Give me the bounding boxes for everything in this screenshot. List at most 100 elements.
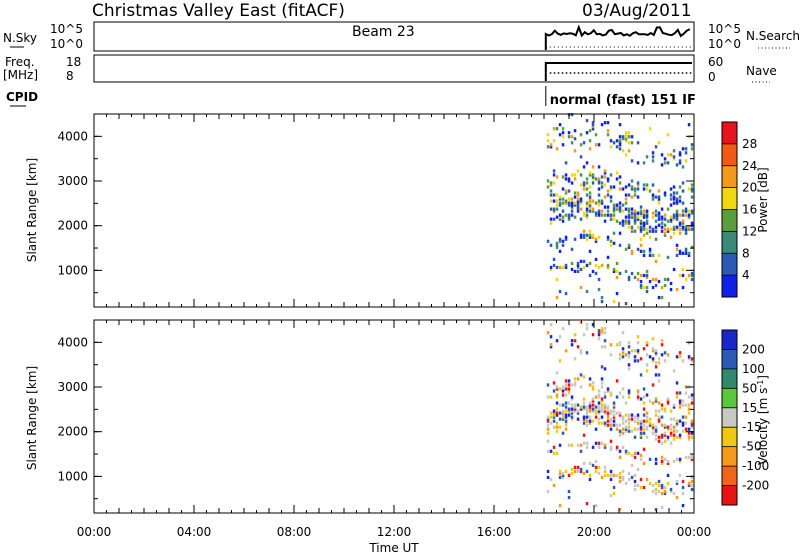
velocity-scatter-cell	[582, 401, 586, 405]
velocity-scatter-cell	[606, 389, 610, 393]
power-scatter-cell	[576, 265, 580, 270]
power-scatter-cell	[573, 137, 577, 141]
power-scatter-cell	[681, 181, 685, 185]
power-scatter-cell	[618, 147, 622, 151]
nsky-tick-high: 10^5	[50, 22, 83, 36]
power-scatter-cell	[669, 235, 673, 239]
velocity-scatter-cell	[675, 395, 679, 399]
velocity-scatter-cell	[552, 425, 556, 429]
velocity-scatter-cell	[645, 419, 649, 423]
power-scatter-cell	[645, 227, 649, 231]
power-scatter-cell	[588, 199, 592, 203]
velocity-scatter-cell	[687, 407, 691, 411]
power-scatter-cell	[663, 283, 667, 288]
velocity-scatter-cell	[582, 421, 586, 425]
velocity-scatter-cell	[558, 403, 562, 407]
power-scatter-cell	[579, 199, 583, 203]
velocity-scatter-cell	[594, 427, 598, 431]
power-scatter-cell	[636, 187, 640, 191]
power-scatter-cell	[633, 275, 637, 280]
velocity-scatter-cell	[561, 475, 565, 480]
power-scatter-cell	[681, 221, 685, 225]
power-scatter-cell	[561, 197, 565, 201]
power-scatter-cell	[561, 201, 565, 205]
velocity-scatter-cell	[549, 421, 553, 425]
velocity-scatter-cell	[573, 407, 577, 411]
power-scatter-cell	[678, 161, 682, 165]
velocity-scatter-cell	[555, 407, 559, 411]
velocity-scatter-cell	[603, 445, 607, 449]
power-scatter-cell	[588, 249, 592, 253]
velocity-scatter-cell	[651, 401, 655, 405]
power-scatter-cell	[558, 289, 562, 294]
power-scatter-cell	[561, 135, 565, 139]
power-scatter-cell	[651, 151, 655, 155]
power-scatter-cell	[570, 135, 574, 139]
velocity-scatter-cell	[690, 359, 694, 363]
power-scatter-cell	[630, 179, 634, 183]
power-scatter-cell	[561, 239, 565, 243]
power-scatter-cell	[606, 255, 610, 259]
velocity-scatter-cell	[642, 407, 646, 411]
power-scatter-cell	[603, 219, 607, 223]
power-scatter-cell	[684, 247, 688, 251]
power-scatter-cell	[639, 211, 643, 215]
velocity-scatter-cell	[597, 471, 601, 476]
power-scatter-cell	[612, 217, 616, 221]
velocity-scatter-cell	[609, 445, 613, 449]
power-scatter-cell	[582, 211, 586, 215]
velocity-scatter-cell	[606, 407, 610, 411]
power-scatter-cell	[606, 263, 610, 268]
velocity-scatter-cell	[687, 481, 691, 486]
power-scatter-cell	[606, 193, 610, 197]
power-scatter-cell	[687, 123, 691, 127]
power-scatter-cell	[579, 173, 583, 177]
power-scatter-cell	[681, 267, 685, 272]
velocity-scatter-cell	[603, 473, 607, 478]
velocity-scatter-cell	[690, 455, 694, 459]
velocity-scatter-cell	[657, 435, 661, 439]
power-scatter-cell	[555, 203, 559, 207]
velocity-scatter-cell	[660, 423, 664, 427]
velocity-scatter-cell	[618, 353, 622, 357]
power-scatter-cell	[654, 219, 658, 223]
velocity-scatter-cell	[687, 431, 691, 435]
power-scatter-cell	[594, 143, 598, 147]
power-scatter-cell	[675, 201, 679, 205]
velocity-scatter-cell	[612, 413, 616, 417]
power-scatter-cell	[681, 209, 685, 213]
power-scatter-cell	[588, 195, 592, 199]
velocity-scatter-cell	[555, 339, 559, 343]
velocity-scatter-cell	[606, 419, 610, 423]
power-scatter-cell	[600, 213, 604, 217]
velocity-scatter-cell	[576, 377, 580, 381]
velocity-scatter-cell	[615, 473, 619, 478]
velocity-scatter-cell	[618, 413, 622, 417]
velocity-scatter-cell	[654, 437, 658, 441]
power-scatter-cell	[546, 133, 550, 137]
power-scatter-cell	[594, 133, 598, 137]
velocity-scatter-cell	[615, 427, 619, 431]
power-scatter-cell	[600, 185, 604, 189]
power-scatter-cell	[630, 187, 634, 191]
velocity-scatter-cell	[546, 417, 550, 421]
velocity-scatter-cell	[675, 355, 679, 359]
power-scatter-cell	[675, 197, 679, 201]
power-scatter-cell	[564, 189, 568, 193]
power-scatter-cell	[555, 207, 559, 211]
power-scatter-cell	[555, 265, 559, 270]
power-scatter-cell	[636, 211, 640, 215]
power-scatter-cell	[600, 199, 604, 203]
power-scatter-cell	[636, 217, 640, 221]
power-scatter-cell	[573, 149, 577, 153]
velocity-scatter-cell	[600, 405, 604, 409]
velocity-scatter-cell	[675, 435, 679, 439]
velocity-scatter-cell	[678, 419, 682, 423]
velocity-scatter-cell	[639, 357, 643, 361]
power-scatter-cell	[558, 265, 562, 270]
power-scatter-cell	[573, 237, 577, 241]
power-scatter-cell	[591, 233, 595, 237]
velocity-scatter-cell	[636, 415, 640, 419]
velocity-scatter-cell	[615, 395, 619, 399]
velocity-scatter-cell	[654, 399, 658, 403]
